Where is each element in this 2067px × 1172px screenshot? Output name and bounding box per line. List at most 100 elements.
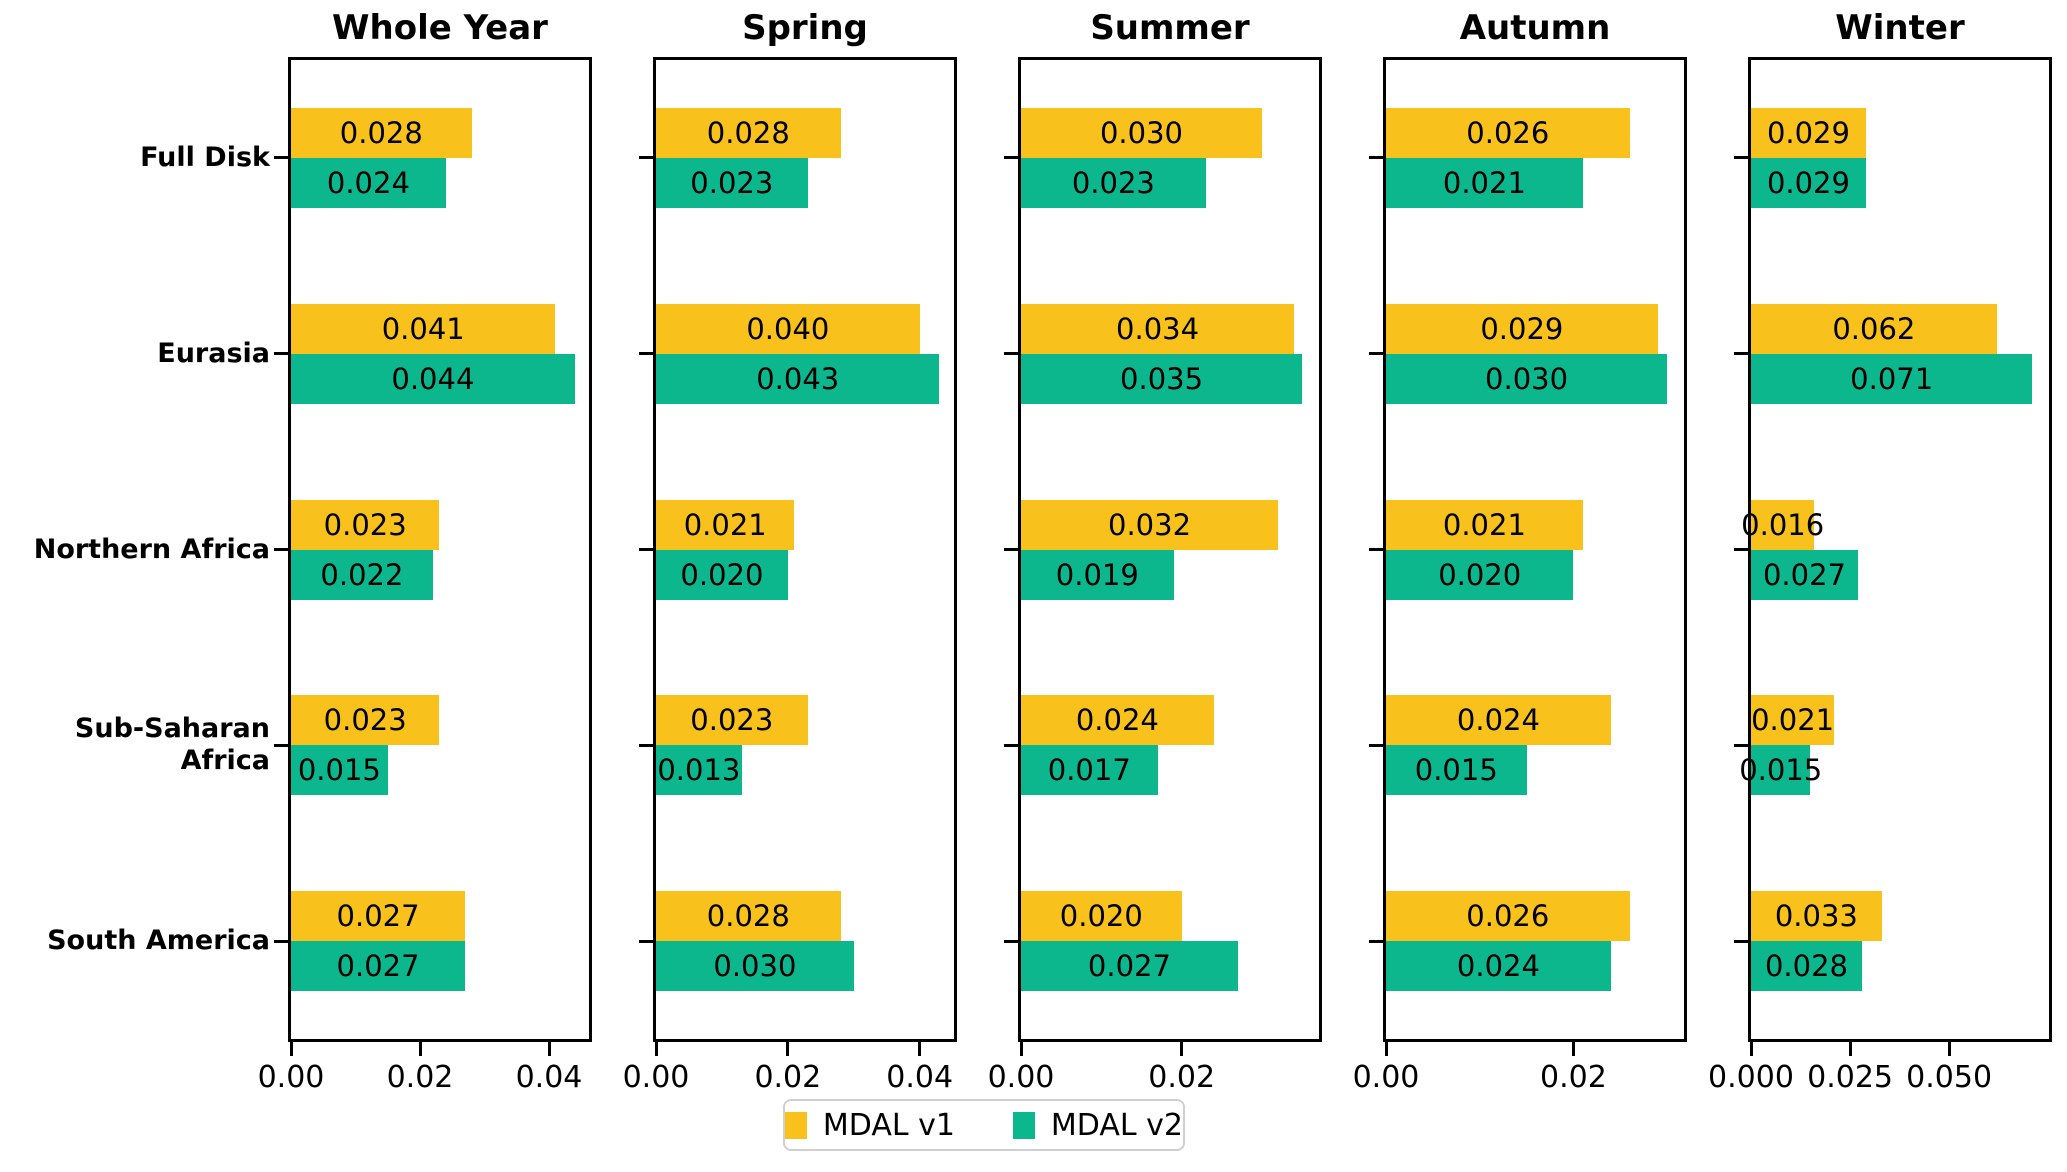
y-axis-tick (1004, 939, 1018, 943)
bar-mdal-v2: 0.028 (1751, 941, 1862, 992)
x-axis-tick (547, 1039, 551, 1056)
legend-label-mdal-v1: MDAL v1 (822, 1107, 955, 1143)
bar-mdal-v1: 0.016 (1741, 499, 1824, 550)
bar-mdal-v1: 0.033 (1751, 891, 1882, 942)
x-axis-tick-label: 0.02 (754, 1060, 822, 1095)
x-axis-tick-label: 0.00 (987, 1060, 1055, 1095)
x-axis-tick-label: 0.00 (257, 1060, 325, 1095)
bar-value-label: 0.027 (1762, 557, 1846, 592)
x-axis-tick (1947, 1039, 1951, 1056)
bar-mdal-v2: 0.023 (656, 157, 808, 208)
bar-value-label: 0.019 (1055, 557, 1139, 592)
panel-title-autumn: Autumn (1459, 8, 1611, 48)
bar-value-label: 0.020 (1059, 899, 1143, 934)
panel-summer: 0.030 0.023 0.034 0.035 0.032 0.019 0.024 0.017… (1018, 57, 1322, 1042)
x-axis-tick (786, 1039, 790, 1056)
bar-value-label: 0.015 (297, 753, 381, 788)
bar-value-label: 0.043 (756, 361, 840, 396)
x-axis-tick (289, 1039, 293, 1056)
bar-mdal-v2: 0.017 (1021, 745, 1158, 796)
y-axis-tick (1369, 743, 1383, 747)
x-axis-tick (1180, 1039, 1184, 1056)
bar-mdal-v1: 0.023 (291, 695, 440, 746)
bar-mdal-v2: 0.015 (1386, 745, 1527, 796)
bar-mdal-v2: 0.027 (291, 941, 466, 992)
bar-mdal-v2: 0.023 (1021, 157, 1206, 208)
y-axis-tick (1369, 352, 1383, 356)
bar-value-label: 0.024 (1456, 703, 1540, 738)
panel-spring: 0.028 0.023 0.040 0.043 0.021 0.020 0.023 0.013… (653, 57, 957, 1042)
bar-value-label: 0.021 (1442, 507, 1526, 542)
bar-value-label: 0.032 (1108, 507, 1192, 542)
bar-value-label: 0.062 (1832, 311, 1916, 346)
x-axis-tick (1019, 1039, 1023, 1056)
bar-mdal-v1: 0.021 (656, 499, 795, 550)
category-label-sub-saharan-africa: Sub-Saharan Africa (74, 713, 270, 777)
y-axis-tick (1369, 156, 1383, 160)
bar-mdal-v2: 0.024 (1386, 941, 1611, 992)
category-label-eurasia: Eurasia (157, 337, 270, 369)
bar-mdal-v1: 0.026 (1386, 891, 1630, 942)
x-axis-tick-label: 0.00 (1352, 1060, 1420, 1095)
y-axis-tick (1734, 939, 1748, 943)
bar-value-label: 0.040 (746, 311, 830, 346)
x-axis-tick-label: 0.02 (386, 1060, 454, 1095)
x-axis-tick-label: 0.025 (1807, 1060, 1893, 1095)
bar-value-label: 0.023 (1071, 165, 1155, 200)
bar-mdal-v1: 0.027 (291, 891, 466, 942)
bar-value-label: 0.027 (336, 949, 420, 984)
bar-mdal-v2: 0.071 (1751, 353, 2033, 404)
bar-mdal-v2: 0.027 (1021, 941, 1238, 992)
x-axis-tick (1848, 1039, 1852, 1056)
bar-mdal-v1: 0.028 (656, 107, 841, 158)
bar-mdal-v1: 0.024 (1021, 695, 1214, 746)
bar-mdal-v1: 0.029 (1751, 107, 1866, 158)
bar-value-label: 0.017 (1047, 753, 1131, 788)
bar-value-label: 0.028 (706, 899, 790, 934)
bar-value-label: 0.027 (1087, 949, 1171, 984)
bar-mdal-v2: 0.044 (291, 353, 575, 404)
panel-title-whole-year: Whole Year (332, 8, 548, 48)
bar-value-label: 0.020 (680, 557, 764, 592)
x-axis-tick-label: 0.02 (1540, 1060, 1607, 1095)
x-axis-tick-label: 0.00 (622, 1060, 690, 1095)
bar-mdal-v2: 0.019 (1021, 549, 1174, 600)
y-axis-tick (274, 743, 288, 747)
x-axis-tick (1749, 1039, 1753, 1056)
bar-value-label: 0.022 (320, 557, 404, 592)
category-label-full-disk: Full Disk (140, 141, 270, 173)
bar-value-label: 0.023 (323, 703, 407, 738)
y-axis-tick (1369, 548, 1383, 551)
bar-mdal-v2: 0.020 (1386, 549, 1574, 600)
bar-value-label: 0.029 (1766, 115, 1850, 150)
bar-mdal-v1: 0.029 (1386, 303, 1658, 354)
bar-mdal-v1: 0.024 (1386, 695, 1611, 746)
bar-mdal-v1: 0.026 (1386, 107, 1630, 158)
bar-mdal-v2: 0.027 (1751, 549, 1858, 600)
bar-value-label: 0.021 (1751, 703, 1835, 738)
bar-mdal-v2: 0.030 (1386, 353, 1668, 404)
bar-value-label: 0.030 (1099, 115, 1183, 150)
y-axis-tick (1734, 743, 1748, 747)
bar-mdal-v2: 0.024 (291, 157, 446, 208)
bar-value-label: 0.028 (1764, 949, 1848, 984)
bar-mdal-v2: 0.030 (656, 941, 854, 992)
bar-value-label: 0.027 (336, 899, 420, 934)
bar-value-label: 0.028 (339, 115, 423, 150)
bar-value-label: 0.023 (690, 165, 774, 200)
y-axis-tick (1734, 548, 1748, 551)
y-axis-tick (639, 352, 653, 356)
category-label-south-america: South America (47, 925, 270, 957)
y-axis-tick (1004, 743, 1018, 747)
bar-value-label: 0.029 (1480, 311, 1564, 346)
legend-label-mdal-v2: MDAL v2 (1050, 1107, 1183, 1143)
bar-value-label: 0.026 (1466, 899, 1550, 934)
panel-title-summer: Summer (1090, 8, 1250, 48)
x-axis-tick (1571, 1039, 1575, 1056)
bar-mdal-v1: 0.028 (656, 891, 841, 942)
bar-value-label: 0.013 (657, 753, 741, 788)
x-axis-tick-label: 0.04 (515, 1060, 583, 1095)
x-axis-tick (654, 1039, 658, 1056)
x-axis-tick (1384, 1039, 1388, 1056)
